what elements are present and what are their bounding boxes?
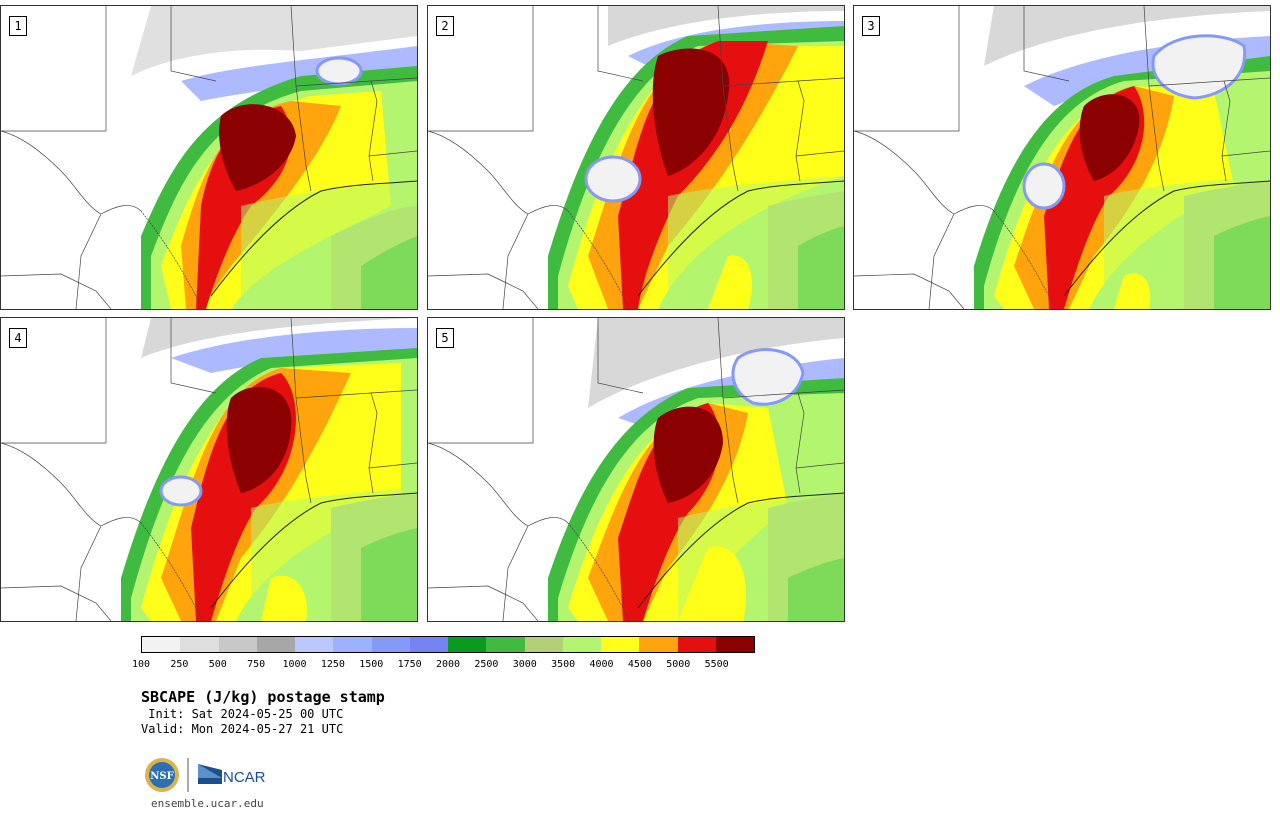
colorbar-tick-label: 2500 [474, 659, 499, 670]
colorbar-tick-label: 3000 [512, 659, 537, 670]
colorbar-swatch [524, 637, 563, 652]
colorbar-swatch [295, 637, 334, 652]
map-panel-5[interactable]: 5 [427, 317, 845, 622]
colorbar-swatch [677, 637, 716, 652]
colorbar-tick-label: 1500 [359, 659, 384, 670]
panel-number-4: 4 [9, 328, 27, 348]
colorbar-swatch [715, 637, 754, 652]
colorbar [141, 636, 755, 653]
sbcape-map-1 [1, 6, 417, 309]
colorbar-swatch [601, 637, 640, 652]
map-panel-3[interactable]: 3 [853, 5, 1271, 310]
map-panel-2[interactable]: 2 [427, 5, 845, 310]
colorbar-tick-label: 5000 [666, 659, 691, 670]
colorbar-tick-label: 5500 [704, 659, 729, 670]
colorbar-tick-label: 100 [131, 659, 151, 670]
colorbar-tick-label: 1250 [320, 659, 345, 670]
colorbar-tick-label: 750 [247, 659, 266, 670]
colorbar-tick-label: 4000 [589, 659, 614, 670]
sbcape-map-5 [428, 318, 844, 621]
colorbar-swatch [218, 637, 257, 652]
colorbar-tick-label: 4500 [627, 659, 652, 670]
colorbar-swatch [639, 637, 678, 652]
sbcape-map-2 [428, 6, 844, 309]
ncar-logo-icon: NCAR [198, 764, 266, 786]
nsf-ncar-logos: NSF NCAR [145, 758, 266, 792]
colorbar-tick-label: 500 [208, 659, 227, 670]
colorbar-swatch [333, 637, 372, 652]
colorbar-swatch [409, 637, 448, 652]
colorbar-swatch [142, 637, 181, 652]
sbcape-map-4 [1, 318, 417, 621]
colorbar-swatch [180, 637, 219, 652]
panel-number-3: 3 [862, 16, 880, 36]
colorbar-tick-label: 1000 [282, 659, 307, 670]
map-panel-4[interactable]: 4 [0, 317, 418, 622]
panel-number-2: 2 [436, 16, 454, 36]
colorbar-swatch [448, 637, 487, 652]
colorbar-swatch [486, 637, 525, 652]
colorbar-tick-label: 2000 [435, 659, 461, 670]
sbcape-map-3 [854, 6, 1270, 309]
valid-time: Valid: Mon 2024-05-27 21 UTC [141, 722, 344, 736]
colorbar-swatch [371, 637, 410, 652]
panel-number-5: 5 [436, 328, 454, 348]
ncar-logo-text: NCAR [223, 769, 266, 786]
website-url: ensemble.ucar.edu [151, 797, 264, 810]
colorbar-tick-label: 250 [170, 659, 189, 670]
init-time: Init: Sat 2024-05-25 00 UTC [141, 707, 344, 721]
colorbar-tick-label: 1750 [397, 659, 422, 670]
nsf-logo-icon: NSF [145, 758, 179, 792]
map-panel-1[interactable]: 1 [0, 5, 418, 310]
colorbar-labels: 100 250 500 750 1000 1250 1500 1750 2000 2500 3000… [132, 659, 755, 673]
panel-number-1: 1 [9, 16, 27, 36]
colorbar-tick-label: 3500 [551, 659, 576, 670]
nsf-logo-text: NSF [150, 771, 173, 782]
colorbar-swatch [562, 637, 601, 652]
colorbar-swatch [256, 637, 295, 652]
chart-title: SBCAPE (J/kg) postage stamp [141, 688, 385, 706]
